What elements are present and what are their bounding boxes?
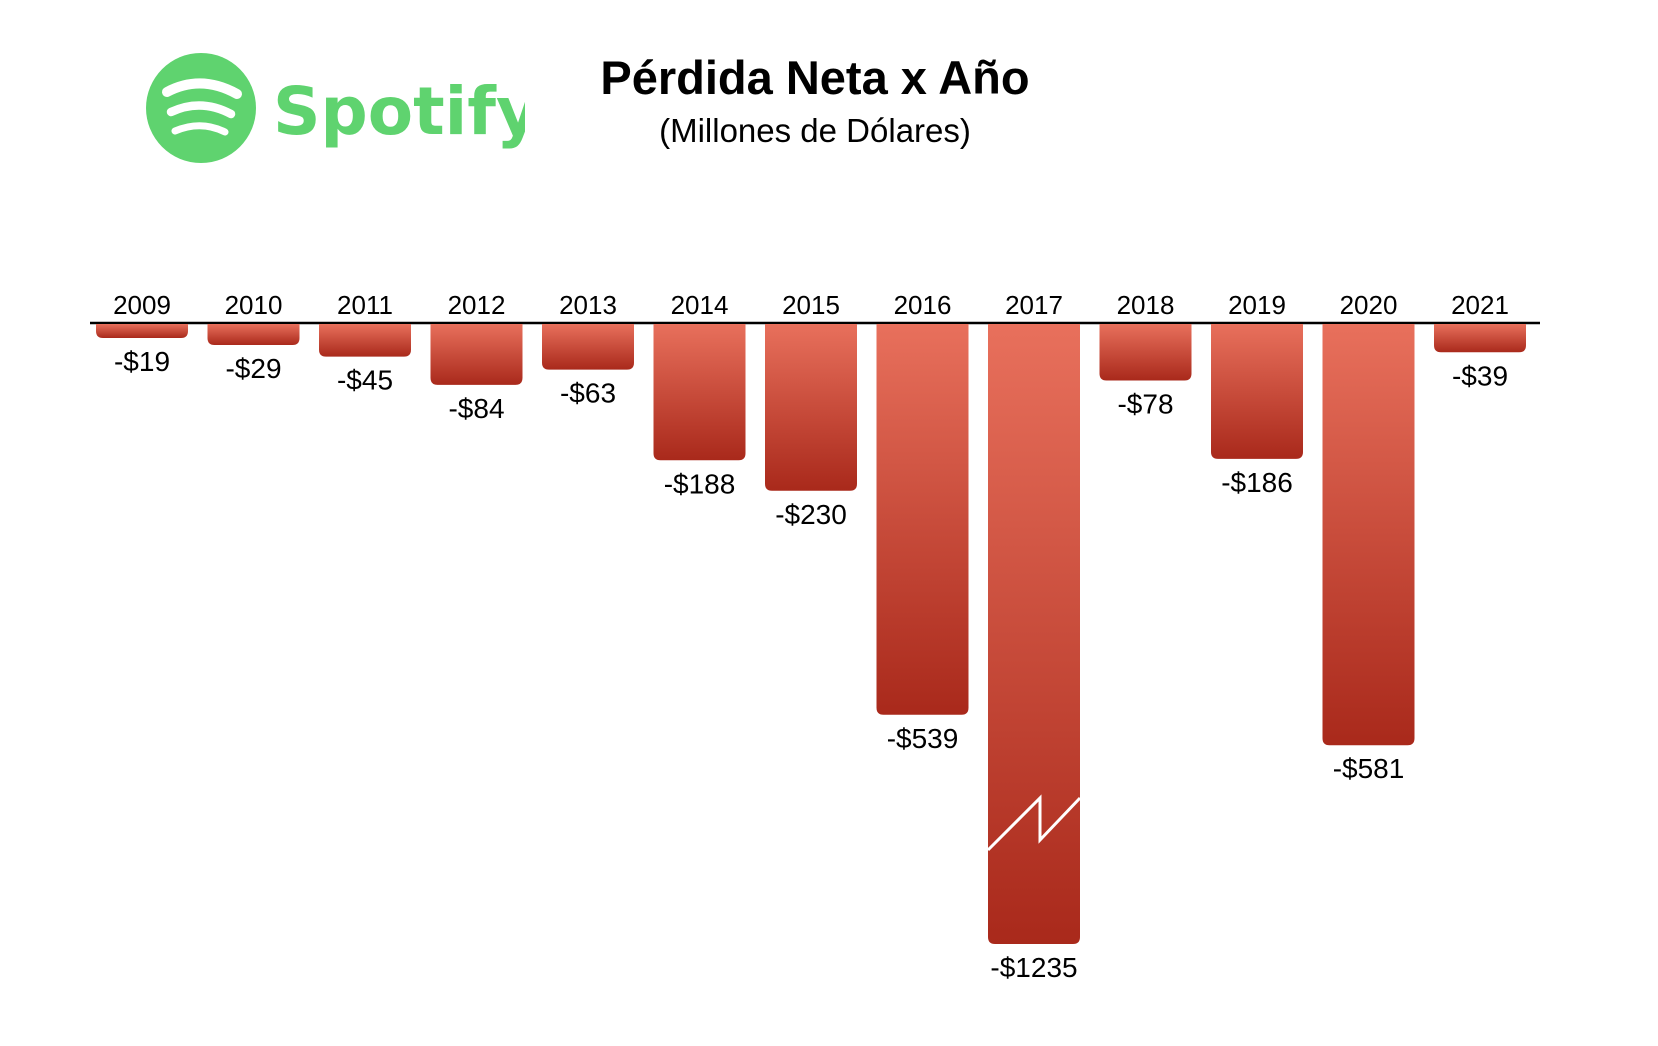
value-label-2013: -$63	[560, 378, 616, 409]
year-label-2013: 2013	[559, 290, 617, 320]
bar-2013	[542, 324, 634, 370]
bar-2015	[765, 324, 857, 491]
year-label-2011: 2011	[337, 290, 393, 320]
spotify-logo: Spotify	[146, 53, 525, 163]
bar-2021	[1434, 324, 1526, 353]
year-label-2009: 2009	[113, 290, 171, 320]
bar-2010	[207, 324, 300, 346]
year-label-2016: 2016	[894, 290, 952, 320]
year-label-2014: 2014	[671, 290, 729, 320]
spotify-wordmark: Spotify	[273, 73, 525, 150]
value-label-2017: -$1235	[990, 952, 1077, 983]
axis-break-mark	[986, 794, 1082, 852]
year-label-2017: 2017	[1005, 290, 1063, 320]
bar-2018	[1099, 324, 1192, 381]
value-label-2014: -$188	[664, 468, 736, 499]
year-label-2020: 2020	[1340, 290, 1398, 320]
value-label-2020: -$581	[1333, 753, 1405, 784]
bar-2019	[1211, 324, 1303, 459]
year-label-2010: 2010	[225, 290, 283, 320]
value-label-2019: -$186	[1221, 467, 1293, 498]
bar-2009	[96, 324, 188, 338]
bar-2016	[876, 324, 969, 715]
value-label-2015: -$230	[775, 499, 847, 530]
value-label-2021: -$39	[1452, 360, 1508, 391]
bar-2011	[319, 324, 411, 357]
value-label-2016: -$539	[887, 723, 959, 754]
bar-2020	[1322, 324, 1415, 746]
year-label-2012: 2012	[448, 290, 506, 320]
year-label-2019: 2019	[1228, 290, 1286, 320]
value-label-2011: -$45	[337, 365, 393, 396]
value-label-2018: -$78	[1117, 389, 1173, 420]
value-label-2009: -$19	[114, 346, 170, 377]
value-label-2010: -$29	[225, 353, 281, 384]
chart-title: Pérdida Neta x Año	[600, 51, 1030, 104]
year-label-2015: 2015	[782, 290, 840, 320]
year-label-2018: 2018	[1117, 290, 1175, 320]
year-label-2021: 2021	[1451, 290, 1509, 320]
bar-2014	[653, 324, 746, 461]
bar-2012	[430, 324, 523, 385]
chart-subtitle: (Millones de Dólares)	[659, 112, 971, 149]
value-label-2012: -$84	[448, 393, 504, 424]
bar-2017	[988, 324, 1080, 944]
